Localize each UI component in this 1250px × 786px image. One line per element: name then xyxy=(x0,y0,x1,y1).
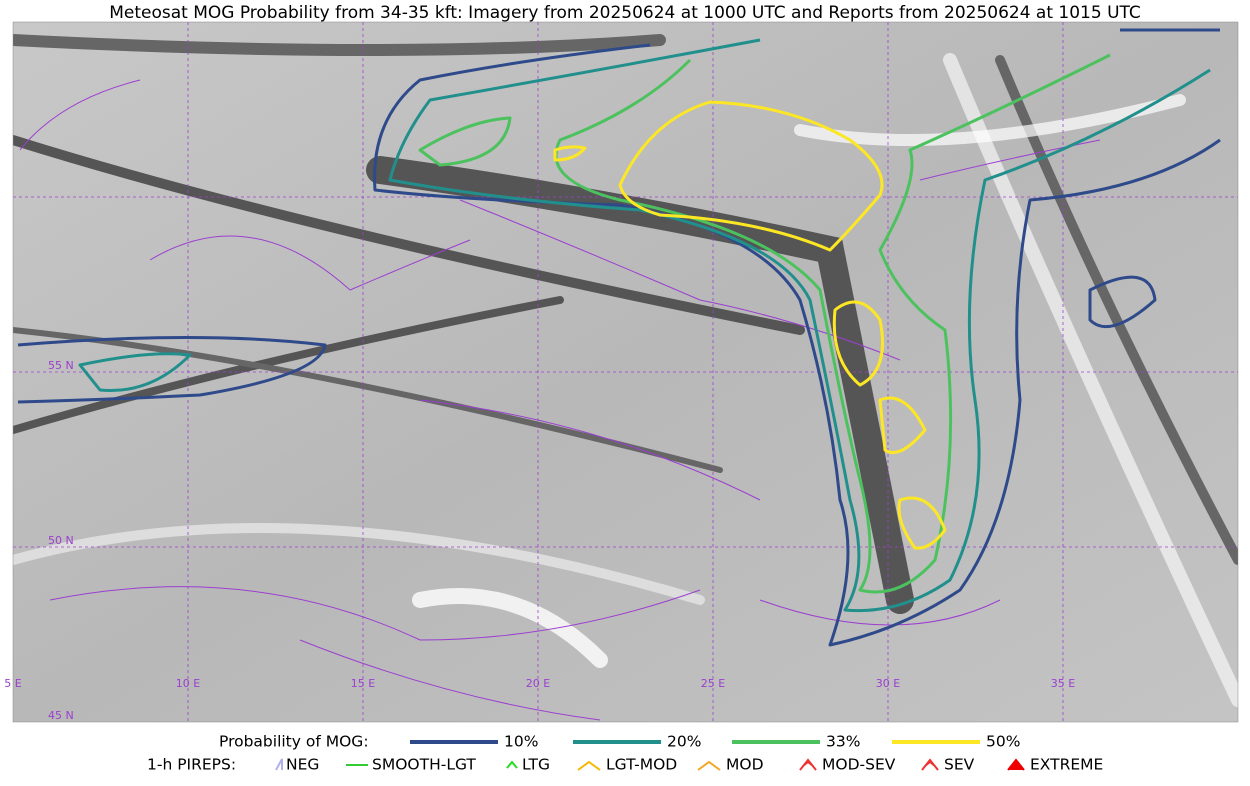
legend-heading: 1-h PIREPS: xyxy=(147,756,236,774)
lon-label: 30 E xyxy=(876,677,900,690)
legend-label: SMOOTH-LGT xyxy=(372,756,476,774)
legend-label: 10% xyxy=(504,733,538,751)
lon-label: 20 E xyxy=(526,677,550,690)
contour xyxy=(78,38,1211,613)
pirep-symbol xyxy=(275,758,283,771)
legend-label: MOD-SEV xyxy=(822,756,896,774)
pirep-symbol xyxy=(799,758,817,771)
legend-label: LTG xyxy=(522,756,550,774)
contour xyxy=(418,53,1111,594)
lon-label: 10 E xyxy=(176,677,200,690)
legend-label: 20% xyxy=(667,733,701,751)
contour xyxy=(17,28,1221,647)
legend-label: 50% xyxy=(986,733,1020,751)
pirep-symbol xyxy=(921,758,939,771)
pirep-symbol xyxy=(697,760,721,771)
legend-label: NEG xyxy=(286,756,319,774)
legend-label: SEV xyxy=(944,756,975,774)
lat-label: 55 N xyxy=(48,359,74,372)
grid xyxy=(13,22,1238,722)
legend-label: MOD xyxy=(726,756,764,774)
lon-label: 5 E xyxy=(4,677,21,690)
lon-label: 35 E xyxy=(1051,677,1075,690)
legend-label: LGT-MOD xyxy=(606,756,677,774)
pirep-symbol xyxy=(506,760,518,769)
lon-label: 15 E xyxy=(351,677,375,690)
lat-label: 50 N xyxy=(48,534,74,547)
pirep-symbol xyxy=(1007,758,1025,771)
contours xyxy=(17,28,1221,647)
legend: Probability of MOG: 10% 20% 33% 50% 1-h PIREP… xyxy=(147,733,1103,774)
map-title: Meteosat MOG Probability from 34-35 kft:… xyxy=(109,3,1141,23)
pirep-symbol xyxy=(577,760,601,771)
legend-label: 33% xyxy=(826,733,860,751)
legend-label: EXTREME xyxy=(1030,756,1103,774)
lon-label: 25 E xyxy=(701,677,725,690)
lat-label: 45 N xyxy=(48,709,74,722)
contour xyxy=(553,100,947,550)
legend-heading: Probability of MOG: xyxy=(219,733,369,751)
satellite-map: 55 N 50 N 45 N 5 E 10 E 15 E 20 E 25 E 30 E 35 E xyxy=(4,21,1239,723)
